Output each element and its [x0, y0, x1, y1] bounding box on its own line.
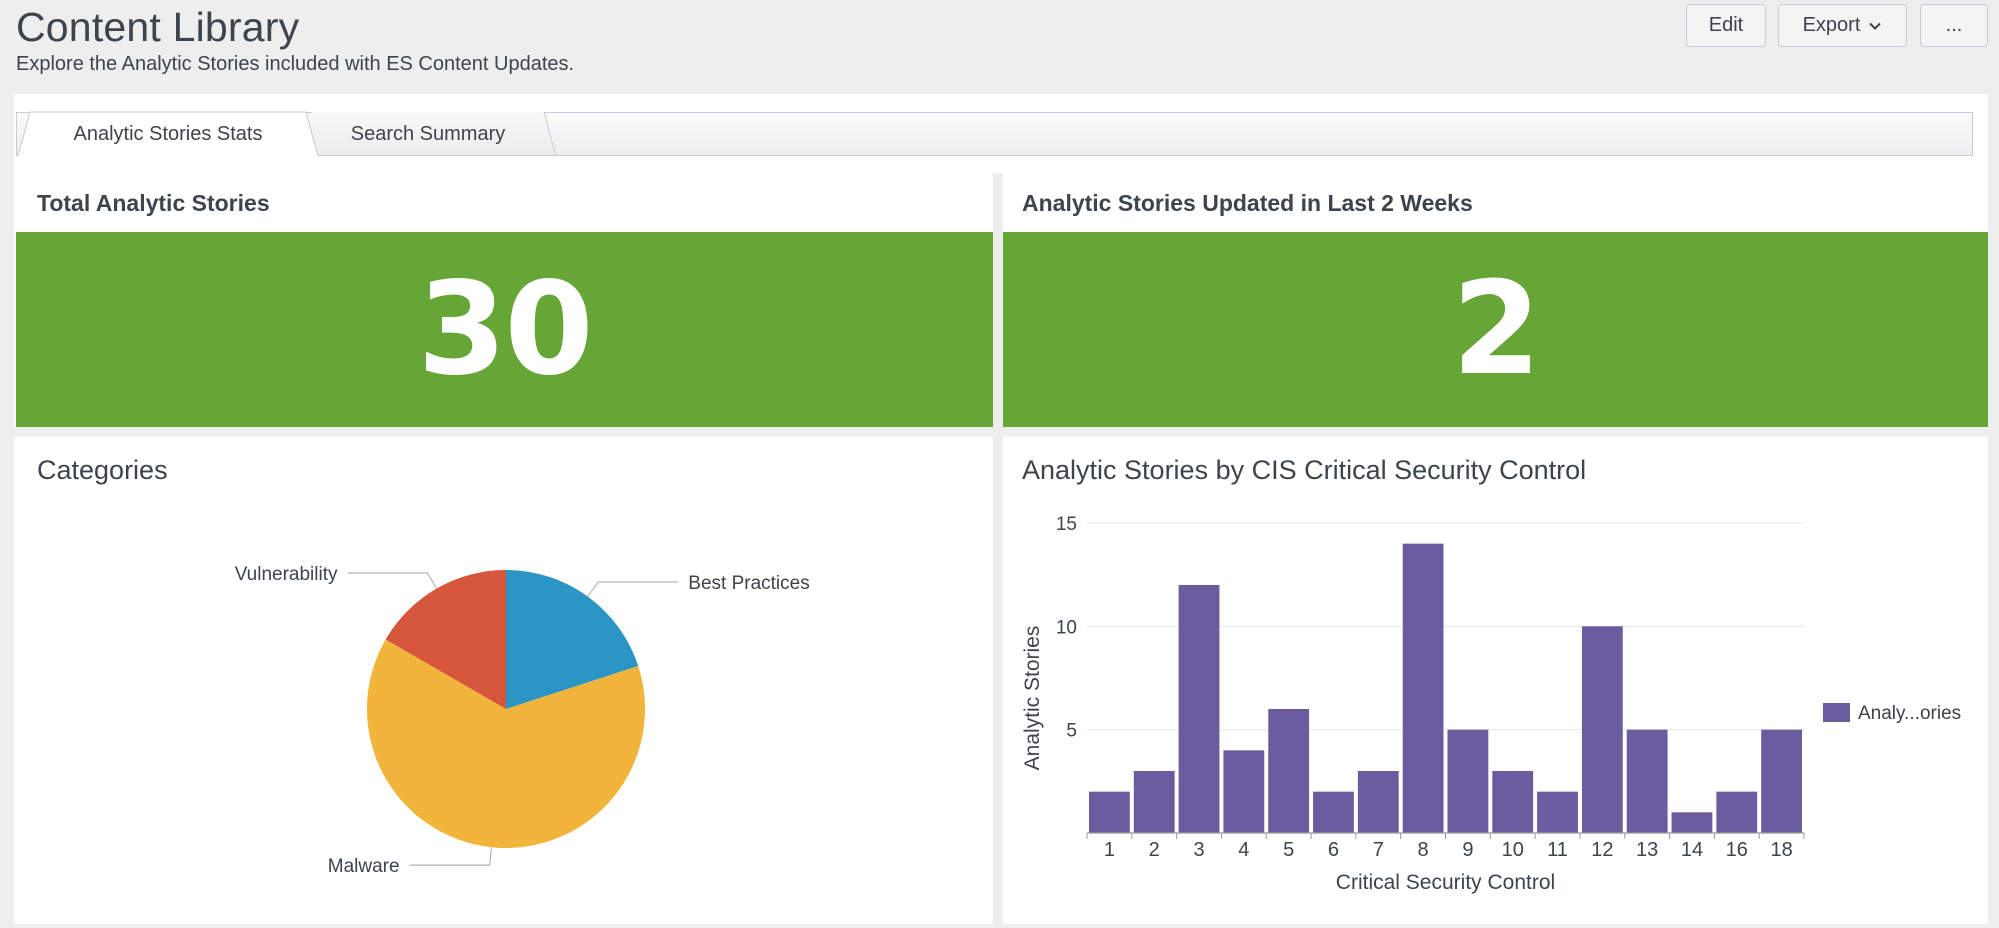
y-axis-label: Analytic Stories: [1021, 626, 1044, 771]
bar-control-2[interactable]: [1133, 771, 1175, 833]
x-tick-label: 12: [1591, 839, 1613, 861]
pie-slice-malware[interactable]: [366, 639, 645, 849]
export-button[interactable]: Export: [1778, 4, 1907, 47]
bar-control-13[interactable]: [1626, 729, 1668, 833]
export-button-label: Export: [1802, 14, 1861, 36]
legend-label[interactable]: Analy...ories: [1858, 703, 1961, 724]
bar-control-11[interactable]: [1537, 791, 1578, 833]
categories-title: Categories: [37, 455, 168, 485]
updated-stories-value[interactable]: 2: [1003, 232, 1988, 427]
bar-control-7[interactable]: [1357, 771, 1399, 833]
more-actions-label: ...: [1945, 14, 1963, 36]
pie-label: Malware: [328, 856, 400, 877]
x-tick-label: 6: [1328, 839, 1339, 861]
chevron-down-icon: [1869, 22, 1882, 30]
total-stories-title: Total Analytic Stories: [37, 190, 270, 216]
bar-control-16[interactable]: [1716, 791, 1758, 833]
y-tick-label: 5: [1066, 721, 1077, 742]
bar-control-14[interactable]: [1671, 812, 1713, 833]
tab-analytic-stories-stats[interactable]: Analytic Stories Stats: [18, 112, 318, 156]
page-description: Explore the Analytic Stories included wi…: [16, 53, 575, 75]
x-tick-label: 14: [1681, 839, 1703, 861]
x-tick-label: 8: [1418, 839, 1429, 861]
tab-analytic-stories-stats-label: Analytic Stories Stats: [73, 122, 263, 145]
x-axis-label: Critical Security Control: [1336, 871, 1555, 894]
panel-gutter-vertical: [993, 173, 1003, 924]
x-tick-label: 10: [1502, 839, 1524, 861]
page-title: Content Library: [16, 4, 300, 50]
pie-leader-line: [409, 847, 493, 866]
pie-label: Best Practices: [688, 573, 809, 594]
bar-control-1[interactable]: [1089, 791, 1130, 833]
bar-control-5[interactable]: [1268, 709, 1310, 833]
edit-button[interactable]: Edit: [1686, 4, 1766, 47]
bar-control-18[interactable]: [1761, 729, 1802, 833]
pie-leader-line: [347, 572, 438, 589]
total-stories-value[interactable]: 30: [16, 232, 993, 427]
bar-control-8[interactable]: [1402, 543, 1444, 833]
x-tick-label: 9: [1462, 839, 1473, 861]
pie-label: Vulnerability: [235, 564, 338, 585]
x-tick-label: 11: [1547, 839, 1568, 861]
x-tick-label: 1: [1104, 839, 1115, 861]
x-tick-label: 5: [1283, 839, 1294, 861]
bar-control-9[interactable]: [1447, 729, 1489, 833]
pie-leader-line: [587, 581, 679, 597]
categories-pie-chart: Best Practices Malware Vulnerability: [235, 564, 810, 877]
tab-search-summary[interactable]: Search Summary: [300, 112, 556, 156]
legend-swatch[interactable]: [1823, 703, 1850, 722]
x-tick-label: 4: [1238, 839, 1249, 861]
y-tick-label: 10: [1056, 617, 1077, 638]
x-tick-label: 2: [1149, 839, 1160, 861]
x-tick-label: 7: [1373, 839, 1384, 861]
x-tick-label: 16: [1726, 839, 1748, 861]
bar-control-10[interactable]: [1492, 771, 1534, 833]
tab-search-summary-label: Search Summary: [350, 122, 506, 145]
bar-control-6[interactable]: [1313, 791, 1354, 833]
pie-slice-best-practices[interactable]: [506, 570, 639, 709]
cis-chart-title: Analytic Stories by CIS Critical Securit…: [1022, 455, 1587, 485]
x-tick-label: 18: [1770, 839, 1792, 861]
x-tick-label: 13: [1636, 839, 1658, 861]
updated-stories-title: Analytic Stories Updated in Last 2 Weeks: [1022, 190, 1473, 216]
more-actions-button[interactable]: ...: [1920, 4, 1988, 47]
pie-slice-vulnerability[interactable]: [385, 570, 506, 709]
bar-control-12[interactable]: [1581, 626, 1623, 833]
edit-button-label: Edit: [1708, 14, 1744, 36]
panel-gutter-horizontal: [14, 427, 1988, 437]
bar-control-4[interactable]: [1223, 750, 1265, 833]
bar-control-3[interactable]: [1178, 585, 1220, 833]
y-tick-label: 15: [1056, 514, 1077, 535]
x-tick-label: 3: [1193, 839, 1204, 861]
